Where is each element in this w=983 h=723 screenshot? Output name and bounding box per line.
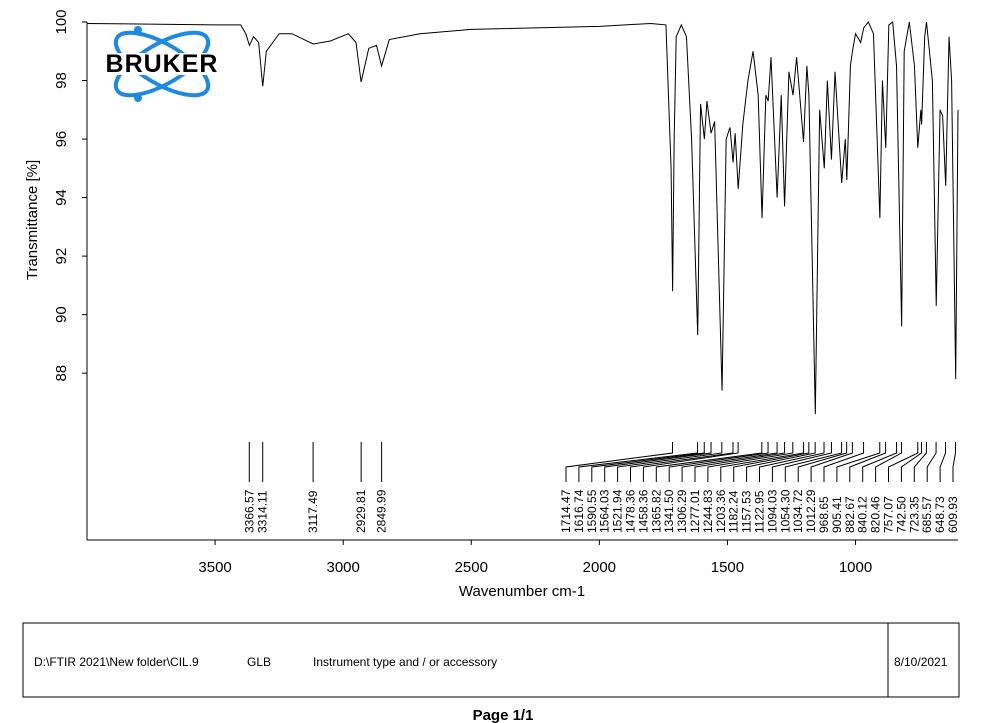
peak-marker [939,442,947,482]
peak-label: 1054.30 [778,489,792,533]
peak-marker [733,442,810,482]
peak-marker [759,442,825,482]
peak-label: 882.67 [843,496,857,533]
peak-label: 742.50 [894,496,908,533]
peak-marker [591,442,705,482]
footer-date: 8/10/2021 [894,655,948,669]
peak-label: 1203.36 [714,489,728,533]
logo: BRUKER [89,26,235,102]
peak-marker [823,442,865,482]
peak-label: 840.12 [856,496,870,533]
y-tick-label: 100 [53,9,70,34]
peak-label: 2849.99 [375,489,389,533]
peak-marker [604,442,712,482]
peak-marker [900,442,922,482]
peak-label: 1341.50 [662,489,676,533]
peak-label: 1564.03 [598,489,612,533]
y-tick-label: 92 [53,248,70,265]
peak-label: 1458.36 [636,489,650,533]
x-tick-label: 3000 [326,559,359,576]
peak-label: 1094.03 [765,489,779,533]
peak-marker [784,442,843,482]
peak-marker [720,442,804,482]
peak-label: 1122.95 [753,490,767,533]
peak-label: 685.57 [920,496,934,533]
peak-label: 1365.82 [649,489,663,533]
peak-label: 1306.29 [675,489,689,533]
x-tick-label: 1000 [839,559,872,576]
y-tick-label: 94 [53,189,70,206]
peak-label: 1034.72 [791,489,805,533]
x-tick-label: 3500 [198,559,231,576]
peak-label: 968.65 [817,496,831,533]
peak-marker [694,442,786,482]
peak-marker [681,442,778,482]
peak-label: 905.41 [830,496,844,533]
y-tick-label: 98 [53,72,70,89]
y-tick-label: 90 [53,306,70,323]
footer-file: D:\FTIR 2021\New folder\CIL.9 [34,655,199,669]
peak-marker [797,442,848,482]
footer-instrument: Instrument type and / or accessory [313,655,497,669]
peak-marker [655,442,763,482]
peak-marker [875,442,903,482]
peak-label: 2929.81 [354,489,368,533]
peak-marker [926,442,937,482]
peak-marker [630,442,734,482]
peak-label: 1478.36 [624,489,638,533]
x-tick-label: 1500 [711,559,744,576]
page-number: Page 1/1 [473,707,534,723]
peak-marker [617,442,723,482]
peak-marker [888,442,919,482]
peak-label: 820.46 [869,496,883,533]
x-tick-label: 2000 [583,559,616,576]
y-tick-label: 96 [53,131,70,148]
peak-label: 1714.47 [559,489,573,533]
peak-label: 1590.55 [585,489,599,533]
y-axis-title: Transmittance [%] [24,160,41,280]
peak-marker [836,442,881,482]
peak-marker [913,442,927,482]
peak-label: 1277.01 [688,489,702,533]
x-axis-title: Wavenumber cm-1 [459,583,585,600]
footer-box [22,622,960,698]
peak-marker [810,442,853,482]
peak-label: 1157.53 [740,490,754,533]
footer-operator: GLB [247,655,271,669]
peak-label: 1182.24 [727,490,741,533]
peak-label: 757.07 [882,496,896,533]
peak-marker [952,442,956,482]
peak-label: 1521.94 [611,489,625,533]
peak-label: 723.35 [907,496,921,533]
peak-marker [707,442,794,482]
y-tick-label: 88 [53,365,70,382]
peak-label: 1244.83 [701,489,715,533]
peak-label: 648.73 [933,496,947,533]
peak-label: 3366.57 [242,489,256,533]
peak-marker [862,442,897,482]
peak-marker [668,442,769,482]
peak-label: 1616.74 [572,489,586,533]
peak-marker [849,442,887,482]
peak-label: 3314.11 [256,490,270,533]
peak-label: 3117.49 [306,490,320,533]
peak-marker [642,442,739,482]
logo-text: BRUKER [106,50,219,78]
spectrum-line [86,21,959,415]
peak-marker [746,442,816,482]
peak-marker [565,442,673,482]
peak-marker [771,442,832,482]
peak-label: 609.93 [946,496,960,533]
x-tick-label: 2500 [455,559,488,576]
peak-marker [578,442,699,482]
peak-label: 1012.29 [804,489,818,533]
